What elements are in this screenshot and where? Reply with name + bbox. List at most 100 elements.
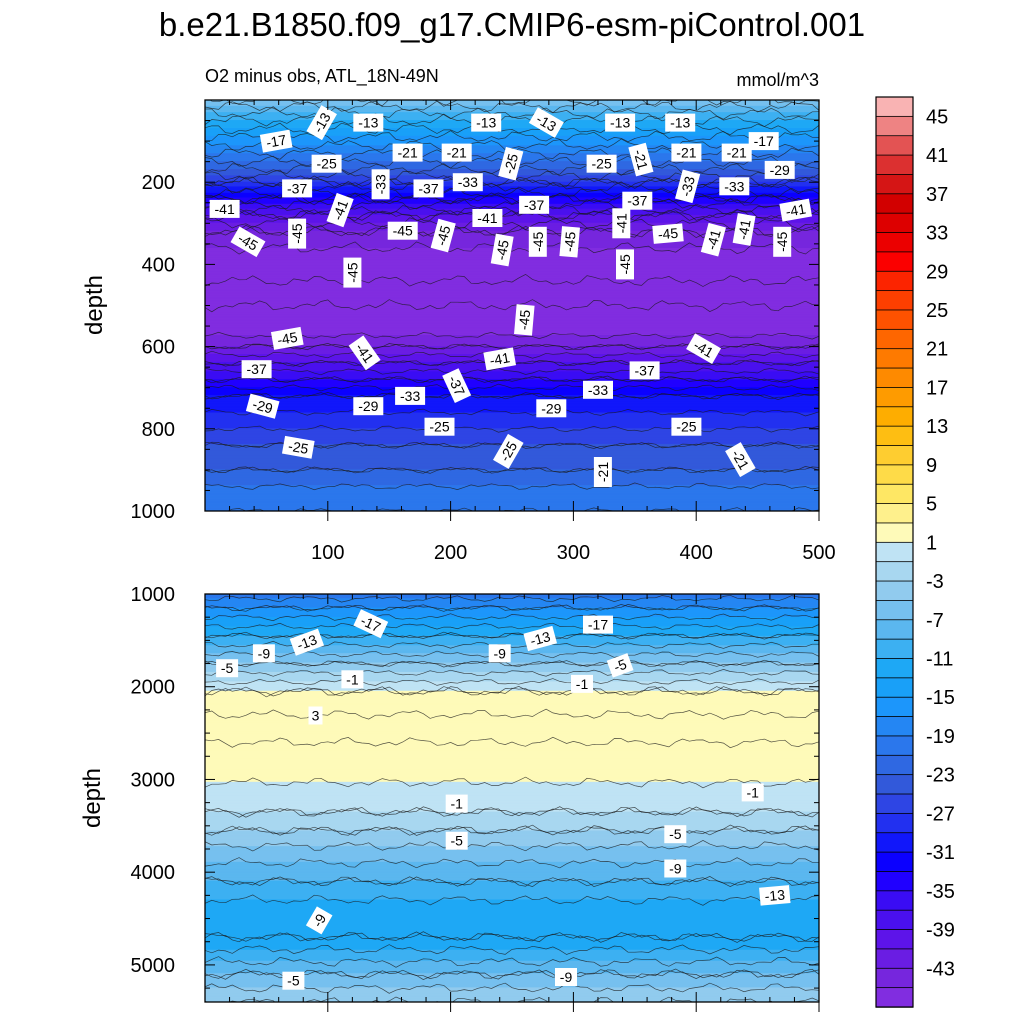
lower-contour-line bbox=[205, 956, 819, 968]
upper-contour-label-text: -45 bbox=[493, 238, 512, 261]
lower-fill-band bbox=[205, 992, 819, 995]
upper-contour-label-bg bbox=[472, 209, 503, 227]
upper-fill-band bbox=[205, 325, 819, 329]
lower-fill-band bbox=[205, 797, 819, 801]
colorbar-swatch bbox=[875, 522, 914, 544]
upper-fill-band bbox=[205, 341, 819, 344]
lower-fill-band bbox=[205, 643, 819, 647]
upper-fill-band bbox=[205, 139, 819, 142]
upper-contour-label: -45 bbox=[430, 218, 456, 253]
upper-fill-band bbox=[205, 270, 819, 273]
upper-fill-band bbox=[205, 414, 819, 417]
upper-contour-line bbox=[205, 424, 819, 433]
colorbar-label: -15 bbox=[926, 687, 955, 709]
lower-contour-label: -1 bbox=[571, 674, 593, 693]
lower-fill-band bbox=[205, 874, 819, 877]
lower-contour-label: -1 bbox=[445, 794, 468, 813]
upper-contour-label-bg bbox=[306, 105, 337, 141]
lower-contour-line bbox=[205, 996, 819, 1002]
upper-contour-label: -21 bbox=[392, 143, 423, 162]
lower-fill-band bbox=[205, 673, 819, 677]
lower-fill-band bbox=[205, 617, 819, 620]
upper-fill-band bbox=[205, 330, 819, 333]
lower-fill-band bbox=[205, 770, 819, 774]
lower-contour-line bbox=[205, 736, 819, 749]
lower-contour-label-text: -1 bbox=[576, 676, 589, 692]
upper-contour-label: -33 bbox=[675, 169, 701, 204]
lower-fill-band bbox=[205, 704, 819, 708]
upper-fill-band bbox=[205, 112, 819, 115]
lower-fill-band bbox=[205, 799, 819, 802]
upper-contour-line bbox=[205, 208, 819, 222]
upper-fill-band bbox=[205, 475, 819, 479]
lower-fill-band bbox=[205, 601, 819, 604]
upper-fill-band bbox=[205, 429, 819, 433]
lower-fill-band bbox=[205, 700, 819, 703]
colorbar-label: 17 bbox=[926, 377, 948, 399]
upper-contour-label-bg bbox=[764, 160, 795, 179]
upper-contour-label: -37 bbox=[622, 191, 653, 210]
lower-contour-label-text: -13 bbox=[764, 887, 786, 905]
lower-contour-label-text: -9 bbox=[493, 645, 506, 661]
upper-contour-line bbox=[205, 192, 819, 206]
lower-contour-label-bg bbox=[759, 885, 791, 906]
upper-contour-line bbox=[205, 482, 819, 491]
lower-contour-label: -17 bbox=[583, 615, 613, 634]
lower-fill-band bbox=[205, 626, 819, 630]
lower-fill-band bbox=[205, 927, 819, 931]
upper-contour-label: -41 bbox=[732, 213, 756, 246]
colorbar-swatch bbox=[875, 290, 914, 311]
upper-contour-label: -45 bbox=[490, 233, 514, 267]
colorbar-swatch bbox=[875, 677, 914, 698]
upper-fill-band bbox=[205, 502, 819, 506]
upper-fill-band bbox=[205, 202, 819, 205]
colorbar-swatch bbox=[875, 774, 914, 795]
upper-contour-label-bg bbox=[528, 226, 547, 257]
upper-fill-band bbox=[205, 108, 819, 112]
lower-fill-band bbox=[205, 926, 819, 929]
upper-contour-label-bg bbox=[452, 173, 483, 192]
upper-contour-label-text: -29 bbox=[358, 398, 378, 414]
upper-x-tick-label: 200 bbox=[434, 542, 467, 564]
upper-contour-label-bg bbox=[665, 113, 696, 132]
lower-fill-band bbox=[205, 715, 819, 719]
lower-fill-band bbox=[205, 640, 819, 644]
lower-fill-band bbox=[205, 974, 819, 978]
upper-contour-label-bg bbox=[748, 132, 779, 151]
lower-fill-band bbox=[205, 839, 819, 843]
upper-fill-band bbox=[205, 322, 819, 325]
lower-fill-band bbox=[205, 759, 819, 763]
lower-fill-band bbox=[205, 981, 819, 984]
lower-contour-label-bg bbox=[583, 615, 613, 634]
upper-fill-band bbox=[205, 194, 819, 197]
colorbar-swatch bbox=[875, 387, 914, 408]
lower-fill-band bbox=[205, 703, 819, 706]
lower-fill-band bbox=[205, 951, 819, 954]
lower-contour-label-text: 3 bbox=[312, 708, 320, 724]
upper-fill-band bbox=[205, 374, 819, 378]
lower-fill-band bbox=[205, 863, 819, 866]
upper-contour-line bbox=[205, 106, 819, 120]
upper-contour-label-bg bbox=[230, 226, 266, 258]
lower-fill-band bbox=[205, 766, 819, 769]
colorbar-swatch bbox=[875, 716, 914, 737]
colorbar-swatch bbox=[875, 212, 914, 234]
upper-fill-band bbox=[205, 407, 819, 411]
lower-contour-line bbox=[205, 594, 819, 603]
upper-contour-label: -29 bbox=[353, 397, 384, 416]
upper-contour-label-text: -21 bbox=[631, 148, 652, 172]
upper-fill-band bbox=[205, 195, 819, 199]
upper-fill-band bbox=[205, 110, 819, 114]
lower-y-tick-label: 3000 bbox=[131, 769, 176, 791]
lower-fill-band bbox=[205, 993, 819, 997]
lower-fill-band bbox=[205, 999, 819, 1002]
upper-contour-label-text: -33 bbox=[373, 174, 389, 194]
lower-fill-band bbox=[205, 810, 819, 813]
lower-fill-band bbox=[205, 954, 819, 957]
lower-fill-band bbox=[205, 632, 819, 636]
upper-fill-band bbox=[205, 491, 819, 495]
lower-fill-band bbox=[205, 628, 819, 631]
upper-contour-label: -45 bbox=[773, 226, 792, 257]
lower-fill-band bbox=[205, 916, 819, 920]
upper-fill-band bbox=[205, 317, 819, 321]
